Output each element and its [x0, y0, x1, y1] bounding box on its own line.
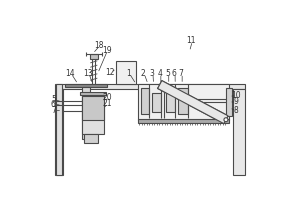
Polygon shape — [158, 81, 228, 124]
Text: 7: 7 — [51, 106, 56, 115]
Bar — [82, 87, 90, 139]
Text: 21: 21 — [103, 99, 112, 108]
Text: 18: 18 — [94, 41, 104, 50]
Bar — [55, 84, 245, 89]
Bar — [80, 92, 106, 95]
Text: 9: 9 — [233, 97, 238, 106]
Bar — [82, 96, 104, 134]
Bar — [141, 88, 149, 114]
Text: 3: 3 — [149, 69, 154, 78]
Text: 11: 11 — [187, 36, 196, 45]
Text: 12: 12 — [105, 68, 114, 77]
Bar — [82, 96, 104, 120]
Text: 19: 19 — [102, 46, 111, 55]
Bar — [226, 88, 232, 116]
Text: 2: 2 — [141, 69, 146, 78]
Bar — [84, 134, 98, 143]
Bar — [166, 93, 175, 112]
Text: 14: 14 — [65, 69, 75, 78]
Text: 5: 5 — [165, 69, 170, 78]
Bar — [116, 61, 136, 84]
Circle shape — [224, 118, 228, 122]
Text: 5: 5 — [51, 96, 56, 104]
Bar — [233, 89, 245, 175]
Bar — [178, 88, 188, 114]
Bar — [65, 84, 106, 87]
Bar — [138, 119, 229, 123]
Text: 8: 8 — [233, 106, 238, 115]
Bar — [152, 93, 161, 112]
Text: 20: 20 — [103, 93, 112, 102]
Text: 6: 6 — [51, 100, 56, 109]
Bar — [55, 89, 63, 175]
Text: 13: 13 — [83, 69, 93, 78]
Bar — [56, 84, 62, 175]
Text: 10: 10 — [231, 91, 241, 100]
Bar — [90, 54, 98, 59]
Text: 1: 1 — [126, 69, 131, 78]
Text: 4: 4 — [158, 69, 162, 78]
Text: 7: 7 — [179, 69, 184, 78]
Bar — [138, 84, 229, 120]
Text: 6: 6 — [172, 69, 176, 78]
